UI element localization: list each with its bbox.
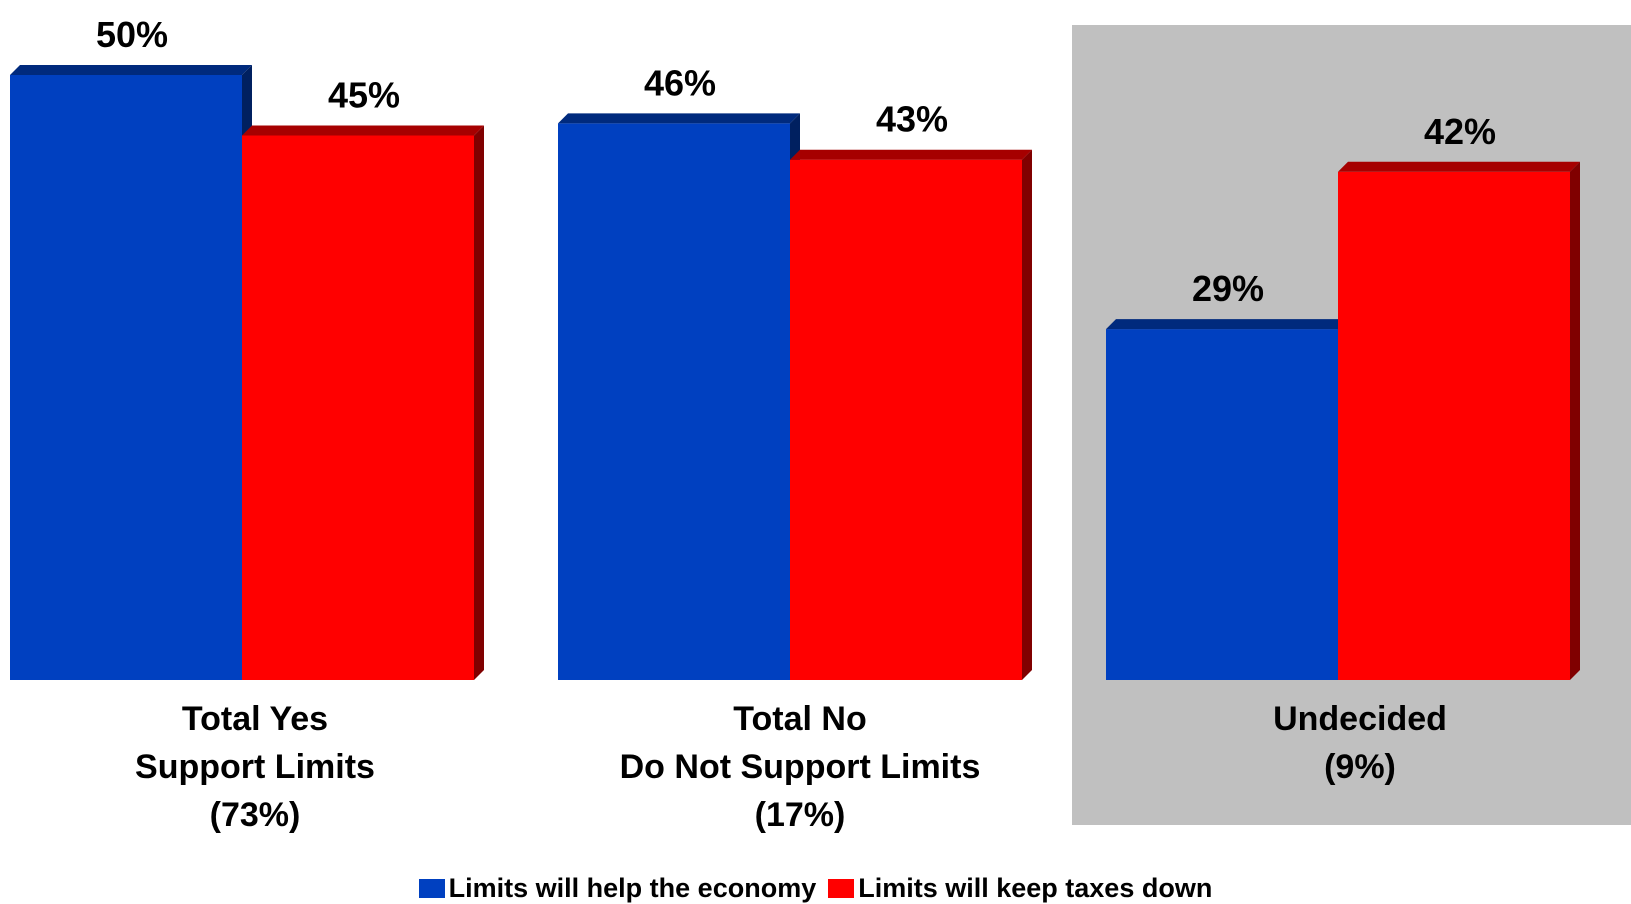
legend-item-economy: Limits will help the economy [418,873,817,904]
bar-top-face-0-2 [1106,319,1348,330]
category-label-0-line-2: (73%) [210,796,301,834]
bar-taxes-0 [242,135,474,680]
bar-chart: 50% 46% 29% 45% 43% 42% Total Yes Support Limit… [10,14,1631,834]
category-label-2-line-1: (9%) [1324,748,1396,786]
value-label-1-0: 45% [328,75,400,116]
value-label-0-2: 29% [1192,268,1264,309]
legend: Limits will help the economy Limits will… [0,873,1631,904]
legend-label-economy: Limits will help the economy [448,873,817,903]
bar-economy-2 [1106,329,1338,680]
value-label-0-1: 46% [644,62,716,103]
bar-taxes-2 [1338,171,1570,681]
bar-top-face-1-2 [1338,161,1580,172]
bar-top-face-0-0 [10,65,252,75]
category-label-1-line-1: Do Not Support Limits [620,748,981,786]
category-label-0-line-0: Total Yes [182,700,328,738]
category-label-1-line-0: Total No [733,700,866,738]
bar-taxes-1 [790,159,1022,680]
category-label-2-line-0: Undecided [1273,700,1447,738]
legend-label-taxes: Limits will keep taxes down [858,873,1213,903]
value-label-1-1: 43% [876,99,948,140]
bar-side-face-1-2 [1570,161,1580,681]
value-label-0-0: 50% [96,14,168,55]
bar-side-face-1-0 [474,125,484,680]
legend-swatch-economy [418,879,445,898]
bar-top-face-0-1 [558,113,800,124]
legend-item-taxes: Limits will keep taxes down [828,873,1212,904]
value-label-1-2: 42% [1424,111,1496,152]
category-label-1-line-2: (17%) [755,796,846,834]
bar-economy-0 [10,75,242,680]
bar-top-face-1-0 [242,125,484,136]
legend-swatch-taxes [828,879,855,898]
bar-side-face-1-1 [1022,149,1032,680]
bar-top-face-1-1 [790,149,1032,160]
category-label-0-line-1: Support Limits [135,748,375,786]
bar-economy-1 [558,123,790,680]
